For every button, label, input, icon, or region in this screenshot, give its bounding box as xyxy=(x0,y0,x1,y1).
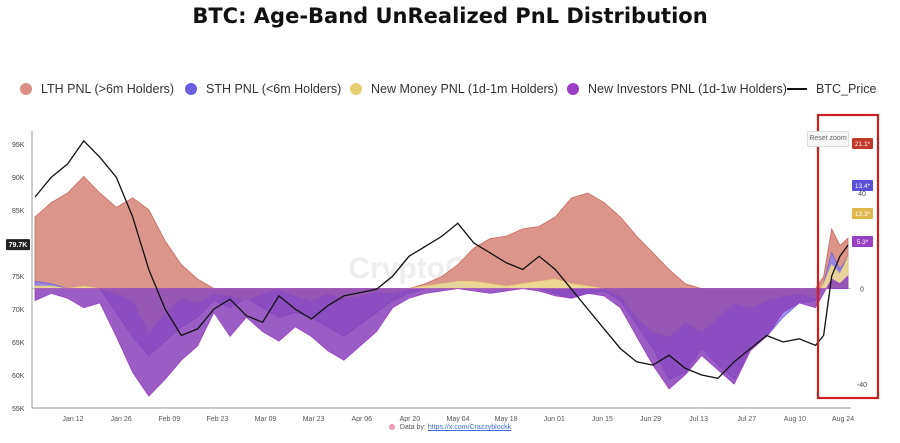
left-tick-label: 70K xyxy=(12,307,25,314)
legend-sth-dot-icon xyxy=(185,83,197,95)
x-tick-label: Apr 06 xyxy=(351,416,372,423)
chart-title: BTC: Age-Band UnRealized PnL Distributio… xyxy=(192,4,708,28)
left-tick-label: 60K xyxy=(12,373,25,380)
legend-newmoney-label: New Money PNL (1d-1m Holders) xyxy=(371,82,559,96)
x-tick-label: May 04 xyxy=(447,416,470,423)
series-area-newinv xyxy=(34,274,849,397)
footer-dot-icon xyxy=(388,424,395,431)
x-tick-label: Jul 27 xyxy=(737,416,756,423)
left-tick-label: 85K xyxy=(12,208,25,215)
end-badge-sth xyxy=(852,180,873,191)
legend-item-newmoney[interactable]: New Money PNL (1d-1m Holders) xyxy=(350,82,558,96)
x-tick-label: Jan 12 xyxy=(62,416,83,423)
series-line-price xyxy=(34,139,849,380)
current-price-label: 79.7K xyxy=(9,242,28,249)
highlight-region-box xyxy=(816,113,880,400)
legend-item-price[interactable]: BTC_Price xyxy=(787,82,876,96)
left-tick-label: 95K xyxy=(12,142,25,149)
x-tick-label: Mar 09 xyxy=(255,416,277,423)
left-tick-label: 55K xyxy=(12,406,25,413)
x-tick-label: Jun 01 xyxy=(544,416,565,423)
end-badge-lth xyxy=(852,138,873,149)
footer-credit: Data by: https://x.com/Crazzyblockk xyxy=(0,424,900,431)
legend-item-lth[interactable]: LTH PNL (>6m Holders) xyxy=(20,82,174,96)
end-label-newinv: 5.3* xyxy=(857,239,869,246)
x-tick-label: Mar 23 xyxy=(303,416,325,423)
left-tick-label: 65K xyxy=(12,340,25,347)
legend-newinv-dot-icon xyxy=(567,83,579,95)
legend-lth-dot-icon xyxy=(20,83,32,95)
left-tick-label: 90K xyxy=(12,175,25,182)
legend-newmoney-dot-icon xyxy=(350,83,362,95)
footer-link[interactable]: https://x.com/Crazzyblockk xyxy=(427,424,512,431)
legend-item-newinv[interactable]: New Investors PNL (1d-1w Holders) xyxy=(567,82,787,96)
end-badge-newinv xyxy=(852,236,873,247)
footer-prefix: Data by: xyxy=(399,424,426,431)
x-tick-label: Apr 20 xyxy=(400,416,421,423)
legend-sth-label: STH PNL (<6m Holders) xyxy=(206,82,342,96)
right-tick-label: -40 xyxy=(857,382,867,389)
legend-price-label: BTC_Price xyxy=(816,82,877,96)
current-price-badge xyxy=(6,239,30,251)
legend: LTH PNL (>6m Holders) STH PNL (<6m Holde… xyxy=(0,82,900,104)
x-tick-label: Jun 29 xyxy=(640,416,661,423)
legend-item-sth[interactable]: STH PNL (<6m Holders) xyxy=(185,82,341,96)
x-tick-label: Jan 26 xyxy=(111,416,132,423)
end-label-newmoney: 13.3* xyxy=(855,211,871,218)
legend-lth-label: LTH PNL (>6m Holders) xyxy=(41,82,175,96)
reset-zoom-button[interactable]: Reset zoom xyxy=(807,131,849,147)
x-tick-label: Aug 10 xyxy=(784,416,806,423)
x-tick-label: Aug 24 xyxy=(832,416,854,423)
legend-price-line-icon xyxy=(787,88,807,90)
end-badge-newmoney xyxy=(852,208,873,219)
x-tick-label: Jul 13 xyxy=(689,416,708,423)
right-tick-label: 0 xyxy=(860,287,864,294)
end-label-sth: 13.4* xyxy=(855,183,871,190)
x-tick-label: Feb 23 xyxy=(206,416,228,423)
x-tick-label: Feb 09 xyxy=(158,416,180,423)
left-tick-label: 75K xyxy=(12,274,25,281)
x-tick-label: Jun 15 xyxy=(592,416,613,423)
end-label-lth: 21.1* xyxy=(855,141,871,148)
x-tick-label: May 18 xyxy=(495,416,518,423)
legend-newinv-label: New Investors PNL (1d-1w Holders) xyxy=(588,82,787,96)
right-tick-label: 40 xyxy=(858,191,866,198)
